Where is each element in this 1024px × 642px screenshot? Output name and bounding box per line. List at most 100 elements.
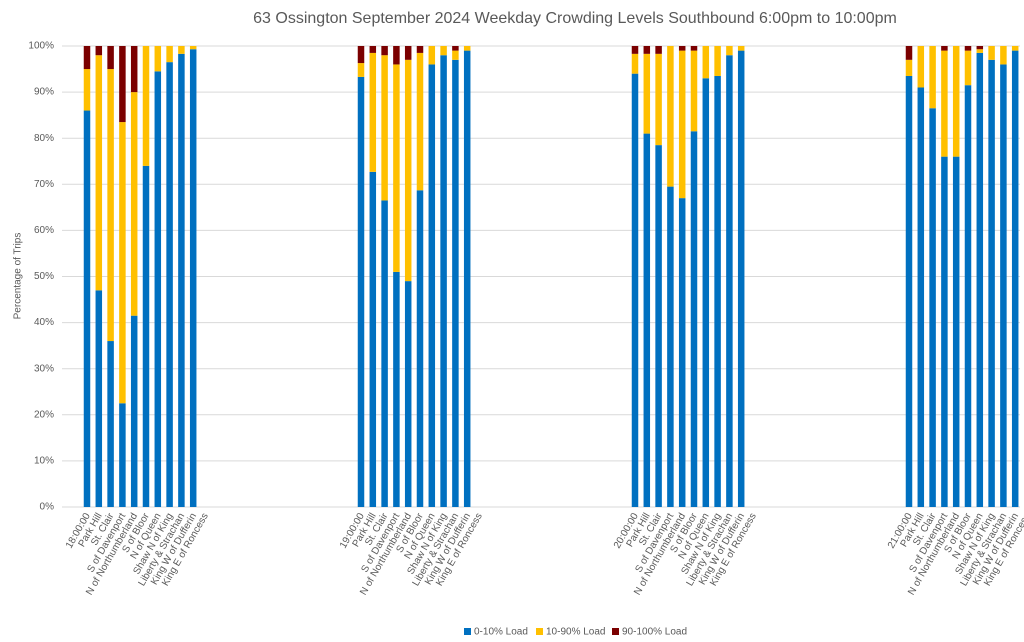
bar-segment <box>428 64 436 507</box>
bar-segment <box>905 46 913 60</box>
bar-segment <box>381 46 388 56</box>
bar-segment <box>119 122 126 404</box>
bar-segment <box>631 53 639 74</box>
bar-segment <box>952 156 960 507</box>
y-tick-label: 40% <box>34 317 54 328</box>
bar-segment <box>369 46 377 53</box>
bar-segment <box>726 55 733 507</box>
bar-segment <box>952 46 960 157</box>
bar-segment <box>130 315 138 507</box>
bar-segment <box>393 64 400 272</box>
bar-segment <box>678 198 686 507</box>
bar-segment <box>917 46 925 88</box>
bar-segment <box>107 69 114 342</box>
bar-segment <box>941 50 948 157</box>
bar-segment <box>369 52 377 172</box>
bar-segment <box>655 53 662 146</box>
bar-segment <box>440 46 447 56</box>
bar-segment <box>941 156 948 507</box>
bar-segment <box>119 403 126 507</box>
bar-segment <box>463 46 471 51</box>
bar-segment <box>154 71 162 507</box>
bar-segment <box>929 108 936 508</box>
bar-segment <box>107 46 114 70</box>
bar-segment <box>357 46 365 64</box>
y-tick-label: 100% <box>28 41 54 52</box>
y-tick-label: 70% <box>34 179 54 190</box>
bar-segment <box>643 133 651 507</box>
bar-segment <box>905 75 913 507</box>
bar-segment <box>130 46 138 93</box>
bar-segment <box>189 49 197 508</box>
bar-segment <box>917 87 925 508</box>
bar-segment <box>416 46 424 53</box>
bar-segment <box>381 200 388 507</box>
bar-segment <box>142 165 150 508</box>
legend-label: 90-100% Load <box>622 627 687 638</box>
bar-segment <box>178 53 185 507</box>
y-tick-label: 50% <box>34 271 54 282</box>
legend-label: 0-10% Load <box>474 627 528 638</box>
bar-segment <box>416 52 424 191</box>
y-tick-label: 20% <box>34 409 54 420</box>
bar-segment <box>452 59 459 508</box>
bar-segment <box>737 50 745 508</box>
y-tick-label: 30% <box>34 363 54 374</box>
bar-segment <box>702 78 710 508</box>
bar-segment <box>178 46 185 54</box>
bar-segment <box>631 73 639 507</box>
y-axis-label: Percentage of Trips <box>13 233 24 320</box>
bar-segment <box>690 46 698 51</box>
bar-segment <box>452 46 459 51</box>
bar-segment <box>714 75 721 507</box>
bar-segment <box>678 50 686 199</box>
bar-segment <box>463 50 471 508</box>
bar-segment <box>404 46 412 60</box>
bar-segment <box>976 52 984 507</box>
bar-segment <box>95 55 103 291</box>
bar-segment <box>643 53 651 134</box>
bar-segment <box>357 76 365 508</box>
bar-segment <box>369 171 377 507</box>
bar-segment <box>83 46 91 70</box>
bar-segment <box>655 145 662 508</box>
y-tick-label: 10% <box>34 456 54 467</box>
y-tick-label: 0% <box>40 502 55 513</box>
bar-segment <box>130 92 138 316</box>
bar-segment <box>154 46 162 72</box>
bar-segment <box>929 46 936 109</box>
bar-segment <box>107 341 114 507</box>
bar-segment <box>655 46 662 54</box>
legend-swatch <box>536 628 543 635</box>
bar-segment <box>83 110 91 507</box>
bar-segment <box>905 59 913 76</box>
bar-segment <box>667 186 674 508</box>
bar-segment <box>166 62 173 507</box>
bar-segment <box>452 50 459 60</box>
bar-segment <box>404 59 412 282</box>
bar-segment <box>428 46 436 65</box>
bar-segment <box>393 271 400 507</box>
bar-segment <box>95 46 103 56</box>
bar-segment <box>964 50 972 86</box>
bar-segment <box>643 46 651 54</box>
bar-segment <box>1000 64 1007 507</box>
bar-segment <box>976 49 984 53</box>
bar-segment <box>737 46 745 51</box>
bar-segment <box>381 55 388 201</box>
bar-segment <box>416 190 424 507</box>
bar-segment <box>404 281 412 507</box>
bar-segment <box>714 46 721 76</box>
bar-segment <box>393 46 400 65</box>
bar-segment <box>964 46 972 51</box>
y-tick-label: 60% <box>34 225 54 236</box>
bar-segment <box>1000 46 1007 65</box>
bar-segment <box>988 59 995 508</box>
bar-segment <box>119 46 126 123</box>
bar-segment <box>440 55 447 507</box>
chart-title: 63 Ossington September 2024 Weekday Crow… <box>253 10 897 27</box>
bar-segment <box>1011 46 1019 51</box>
y-tick-label: 80% <box>34 133 54 144</box>
legend-label: 10-90% Load <box>546 627 606 638</box>
